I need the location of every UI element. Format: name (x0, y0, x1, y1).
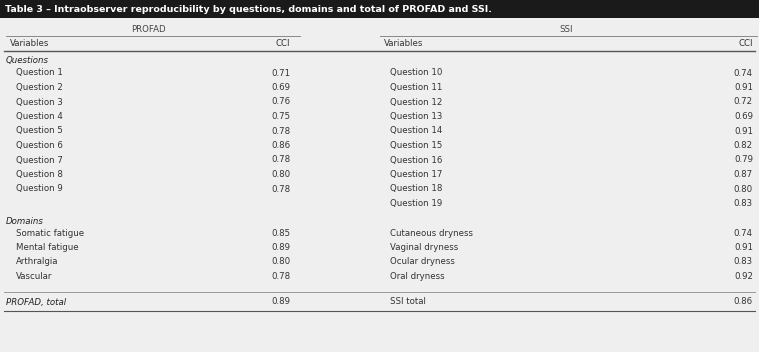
Text: CCI: CCI (276, 39, 290, 49)
Text: Question 8: Question 8 (16, 170, 63, 179)
Text: Question 16: Question 16 (390, 156, 442, 164)
Text: 0.80: 0.80 (734, 184, 753, 194)
Text: Questions: Questions (6, 57, 49, 65)
Text: Question 14: Question 14 (390, 126, 442, 136)
Text: Question 17: Question 17 (390, 170, 442, 179)
Text: 0.82: 0.82 (734, 141, 753, 150)
Text: 0.69: 0.69 (734, 112, 753, 121)
Text: CCI: CCI (739, 39, 753, 49)
Text: 0.79: 0.79 (734, 156, 753, 164)
Text: 0.86: 0.86 (734, 297, 753, 307)
Text: Question 12: Question 12 (390, 98, 442, 107)
Text: Question 15: Question 15 (390, 141, 442, 150)
Text: Question 13: Question 13 (390, 112, 442, 121)
Text: Question 9: Question 9 (16, 184, 63, 194)
Text: Question 18: Question 18 (390, 184, 442, 194)
Text: 0.78: 0.78 (271, 126, 290, 136)
Text: 0.72: 0.72 (734, 98, 753, 107)
Text: Vaginal dryness: Vaginal dryness (390, 243, 458, 252)
Text: PROFAD, total: PROFAD, total (6, 297, 66, 307)
Text: 0.89: 0.89 (271, 297, 290, 307)
Text: 0.74: 0.74 (734, 228, 753, 238)
Text: 0.74: 0.74 (734, 69, 753, 77)
Text: 0.78: 0.78 (271, 156, 290, 164)
Text: Vascular: Vascular (16, 272, 52, 281)
Text: 0.71: 0.71 (271, 69, 290, 77)
Text: Somatic fatigue: Somatic fatigue (16, 228, 84, 238)
Text: Variables: Variables (10, 39, 49, 49)
Text: Question 1: Question 1 (16, 69, 63, 77)
Text: 0.91: 0.91 (734, 126, 753, 136)
Text: Question 10: Question 10 (390, 69, 442, 77)
Text: 0.78: 0.78 (271, 272, 290, 281)
Text: Variables: Variables (384, 39, 424, 49)
Text: 0.91: 0.91 (734, 83, 753, 92)
Text: 0.83: 0.83 (734, 258, 753, 266)
Text: 0.87: 0.87 (734, 170, 753, 179)
Text: SSI: SSI (559, 25, 573, 33)
Text: Question 3: Question 3 (16, 98, 63, 107)
Text: 0.86: 0.86 (271, 141, 290, 150)
Text: Mental fatigue: Mental fatigue (16, 243, 79, 252)
Bar (0, 0, 759, 18)
Text: Question 4: Question 4 (16, 112, 63, 121)
Text: 0.92: 0.92 (734, 272, 753, 281)
Text: 0.76: 0.76 (271, 98, 290, 107)
Text: 0.83: 0.83 (734, 199, 753, 208)
Text: Cutaneous dryness: Cutaneous dryness (390, 228, 473, 238)
Text: 0.89: 0.89 (271, 243, 290, 252)
Text: 0.69: 0.69 (271, 83, 290, 92)
Text: Domains: Domains (6, 216, 44, 226)
Text: 0.75: 0.75 (271, 112, 290, 121)
Text: Question 2: Question 2 (16, 83, 63, 92)
Text: Question 19: Question 19 (390, 199, 442, 208)
Text: 0.91: 0.91 (734, 243, 753, 252)
Text: Question 7: Question 7 (16, 156, 63, 164)
Text: Table 3 – Intraobserver reproducibility by questions, domains and total of PROFA: Table 3 – Intraobserver reproducibility … (5, 5, 492, 13)
Text: SSI total: SSI total (390, 297, 426, 307)
Text: Question 11: Question 11 (390, 83, 442, 92)
Text: Oral dryness: Oral dryness (390, 272, 445, 281)
Text: 0.80: 0.80 (271, 258, 290, 266)
Text: Arthralgia: Arthralgia (16, 258, 58, 266)
Text: 0.85: 0.85 (271, 228, 290, 238)
Text: 0.80: 0.80 (271, 170, 290, 179)
Text: PROFAD: PROFAD (131, 25, 165, 33)
Text: Ocular dryness: Ocular dryness (390, 258, 455, 266)
Text: Question 5: Question 5 (16, 126, 63, 136)
Text: Question 6: Question 6 (16, 141, 63, 150)
Text: 0.78: 0.78 (271, 184, 290, 194)
